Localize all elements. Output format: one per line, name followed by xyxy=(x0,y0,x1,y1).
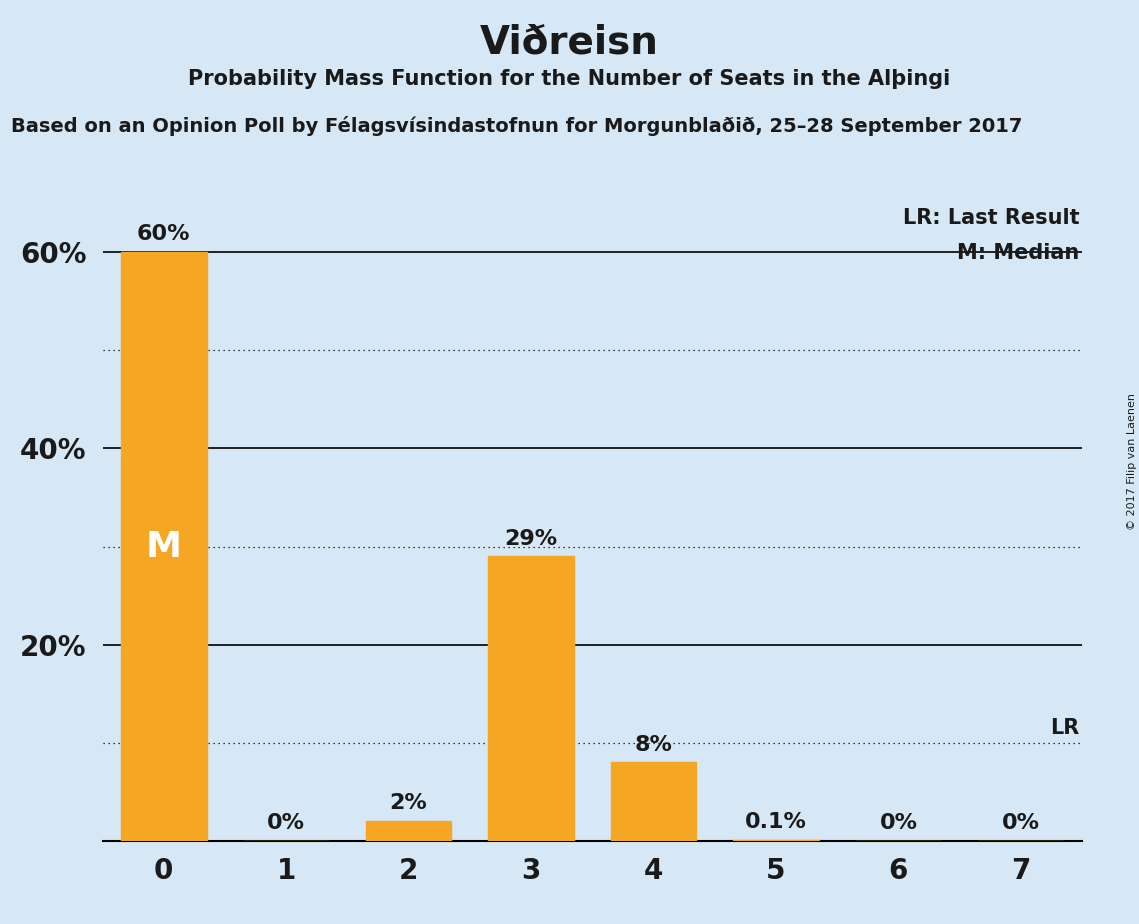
Text: 29%: 29% xyxy=(505,529,558,549)
Text: LR: LR xyxy=(1050,718,1080,738)
Bar xyxy=(489,556,574,841)
Text: Based on an Opinion Poll by Félagsvísindastofnun for Morgunblaðið, 25–28 Septemb: Based on an Opinion Poll by Félagsvísind… xyxy=(11,116,1023,136)
Text: M: M xyxy=(146,529,182,564)
Bar xyxy=(611,762,696,841)
Text: © 2017 Filip van Laenen: © 2017 Filip van Laenen xyxy=(1126,394,1137,530)
Text: LR: Last Result: LR: Last Result xyxy=(903,208,1080,228)
Text: 0%: 0% xyxy=(1002,813,1040,833)
Text: 0.1%: 0.1% xyxy=(745,812,806,832)
Text: 60%: 60% xyxy=(137,225,190,245)
Bar xyxy=(366,821,451,841)
Text: 0%: 0% xyxy=(879,813,917,833)
Text: Probability Mass Function for the Number of Seats in the Alþingi: Probability Mass Function for the Number… xyxy=(188,69,951,90)
Text: M: Median: M: Median xyxy=(958,242,1080,262)
Bar xyxy=(121,252,206,841)
Text: 0%: 0% xyxy=(268,813,305,833)
Text: Viðreisn: Viðreisn xyxy=(480,23,659,61)
Bar xyxy=(734,840,819,841)
Text: 8%: 8% xyxy=(634,735,672,755)
Text: 2%: 2% xyxy=(390,794,427,813)
